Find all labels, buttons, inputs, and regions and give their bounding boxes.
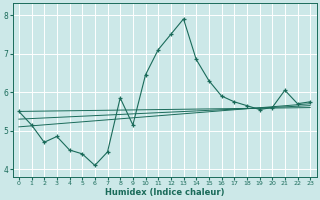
X-axis label: Humidex (Indice chaleur): Humidex (Indice chaleur) [105,188,224,197]
